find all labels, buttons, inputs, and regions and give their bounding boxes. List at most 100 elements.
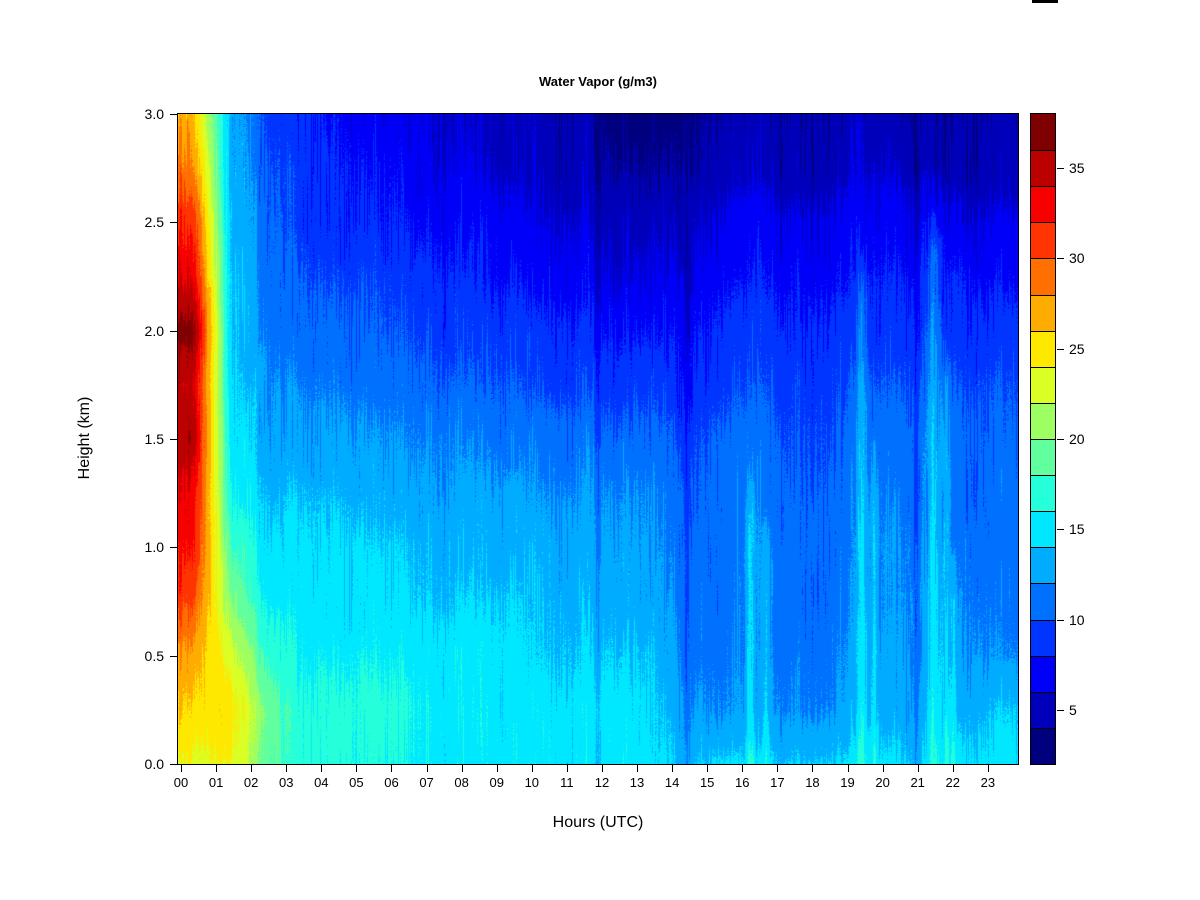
- y-tick-label: 3.0: [144, 106, 164, 122]
- x-tick-mark: [637, 765, 639, 772]
- x-tick-mark: [391, 765, 393, 772]
- y-tick-label: 0.5: [144, 647, 164, 664]
- colorbar-segment: [1031, 583, 1055, 620]
- x-tick-label: 01: [208, 775, 224, 790]
- x-tick-mark: [461, 765, 463, 772]
- x-tick-label: 16: [735, 775, 750, 790]
- x-tick-label: 08: [454, 775, 469, 790]
- colorbar-tick-mark: [1057, 348, 1064, 350]
- x-tick-label: 17: [770, 775, 785, 790]
- colorbar-segment: [1031, 620, 1055, 656]
- x-tick-label: 05: [349, 775, 364, 790]
- x-tick-mark: [601, 765, 603, 772]
- colorbar-tick-label: 10: [1069, 611, 1085, 628]
- x-tick-mark: [812, 765, 814, 772]
- x-tick-label: 04: [314, 775, 329, 790]
- x-tick-label: 12: [594, 775, 610, 790]
- y-tick-label: 1.5: [144, 431, 164, 447]
- colorbar-segment: [1031, 295, 1055, 331]
- x-tick-label: 14: [664, 775, 680, 790]
- x-tick-label: 07: [419, 775, 434, 790]
- colorbar-segment: [1031, 547, 1055, 583]
- x-tick-mark: [672, 765, 674, 772]
- colorbar-tick-mark: [1057, 529, 1064, 531]
- x-tick-label: 21: [910, 775, 925, 790]
- colorbar-tick-mark: [1057, 709, 1064, 711]
- x-axis-label: Hours (UTC): [552, 814, 644, 831]
- x-tick-mark: [882, 765, 884, 772]
- chart-title: Water Vapor (g/m3): [539, 74, 657, 89]
- colorbar-tick-mark: [1057, 168, 1064, 170]
- x-tick-label: 09: [489, 775, 504, 790]
- x-tick-label: 03: [279, 775, 294, 790]
- y-tick-label: 1.0: [144, 539, 164, 556]
- x-tick-label: 02: [243, 775, 259, 790]
- x-tick-mark: [286, 765, 288, 772]
- x-tick-label: 15: [699, 775, 715, 790]
- x-tick-label: 00: [173, 775, 189, 790]
- colorbar-segment: [1031, 475, 1055, 511]
- x-tick-label: 11: [560, 775, 574, 790]
- y-tick-label: 0.0: [144, 756, 164, 772]
- x-tick-mark: [917, 765, 919, 772]
- colorbar-segment: [1031, 258, 1055, 295]
- x-tick-mark: [742, 765, 744, 772]
- y-axis-label: Height (km): [76, 396, 93, 480]
- x-tick-label: 13: [629, 775, 645, 790]
- y-tick-mark: [170, 222, 177, 224]
- colorbar-tick-label: 35: [1069, 160, 1085, 177]
- colorbar-tick-label: 20: [1069, 431, 1085, 447]
- colorbar-segment: [1031, 186, 1055, 222]
- colorbar-segment: [1031, 692, 1055, 728]
- x-tick-mark: [496, 765, 498, 772]
- x-tick-mark: [777, 765, 779, 772]
- x-tick-mark: [251, 765, 253, 772]
- y-tick-mark: [170, 655, 177, 657]
- x-tick-label: 22: [945, 775, 960, 790]
- x-tick-mark: [426, 765, 428, 772]
- y-tick-label: 2.0: [144, 322, 164, 339]
- x-tick-mark: [952, 765, 954, 772]
- x-tick-label: 10: [524, 775, 540, 790]
- colorbar-segment: [1031, 728, 1055, 764]
- colorbar-tick-mark: [1057, 258, 1064, 260]
- x-tick-mark: [566, 765, 568, 772]
- x-tick-mark: [707, 765, 709, 772]
- x-tick-mark: [987, 765, 989, 772]
- colorbar-segment: [1031, 511, 1055, 547]
- top-edge-mark: [1032, 0, 1058, 3]
- colorbar-tick-mark: [1057, 619, 1064, 621]
- x-tick-label: 18: [805, 775, 820, 790]
- colorbar-segment: [1031, 656, 1055, 692]
- colorbar-tick-mark: [1057, 439, 1064, 440]
- y-tick-mark: [170, 547, 177, 549]
- colorbar-tick-label: 15: [1069, 521, 1085, 538]
- colorbar-segment: [1031, 367, 1055, 403]
- x-tick-label: 19: [840, 775, 855, 790]
- y-tick-label: 2.5: [144, 214, 164, 231]
- y-tick-mark: [170, 764, 177, 765]
- colorbar: [1030, 113, 1056, 765]
- x-tick-mark: [321, 765, 323, 772]
- colorbar-tick-label: 30: [1069, 250, 1085, 267]
- x-tick-mark: [847, 765, 849, 772]
- heatmap-canvas: [178, 114, 1018, 764]
- y-tick-mark: [170, 114, 177, 115]
- x-tick-mark: [181, 765, 182, 772]
- x-tick-mark: [531, 765, 533, 772]
- y-tick-mark: [170, 330, 177, 332]
- x-tick-mark: [216, 765, 218, 772]
- x-tick-label: 06: [384, 775, 399, 790]
- colorbar-segment: [1031, 331, 1055, 367]
- colorbar-segment: [1031, 150, 1055, 186]
- x-tick-label: 20: [875, 775, 890, 790]
- x-tick-mark: [356, 765, 358, 772]
- colorbar-segment: [1031, 222, 1055, 258]
- colorbar-segment: [1031, 403, 1055, 439]
- colorbar-tick-label: 5: [1069, 701, 1077, 718]
- colorbar-segment: [1031, 439, 1055, 475]
- x-tick-label: 23: [980, 775, 996, 790]
- y-tick-mark: [170, 439, 177, 440]
- colorbar-tick-label: 25: [1069, 340, 1085, 357]
